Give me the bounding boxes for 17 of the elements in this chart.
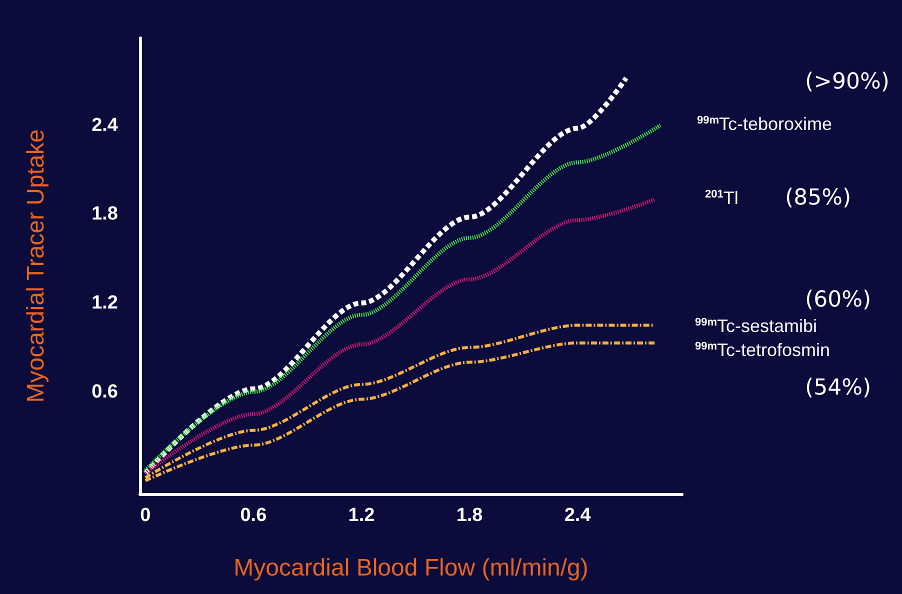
x-tick-label: 2.4 (564, 505, 592, 526)
y-tick-label: 2.4 (92, 114, 118, 136)
y-tick-label: 1.8 (92, 204, 118, 225)
text: (60%) (805, 288, 872, 312)
x-tick-label: 0.6 (240, 505, 267, 526)
line-series (143, 123, 662, 472)
text: (>90%) (805, 70, 890, 94)
y-tick-label: 1.2 (92, 292, 118, 314)
y-tick-label: 0.6 (92, 381, 118, 402)
line-series (143, 197, 657, 476)
x-axis-title: Myocardial Blood Flow (ml/min/g) (234, 554, 588, 582)
x-tick-label: 1.8 (456, 505, 483, 526)
y-axis-title: Myocardial Tracer Uptake (22, 129, 50, 403)
text: (54%) (805, 376, 872, 400)
x-tick-label: 1.2 (348, 505, 375, 526)
x-tick-label: 0 (140, 505, 151, 526)
text: (85%) (785, 186, 852, 210)
